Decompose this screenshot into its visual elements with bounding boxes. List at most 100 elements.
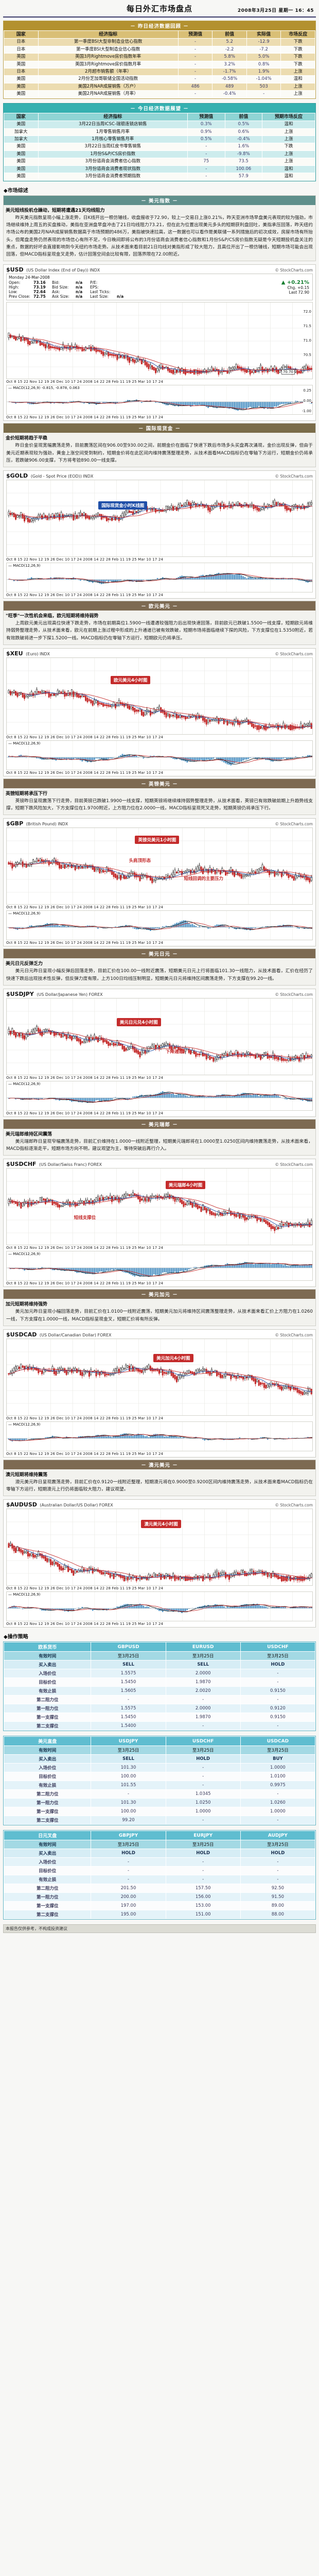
cell-country: 美国 — [4, 173, 39, 181]
strategy-cell: - — [240, 1669, 316, 1679]
quote-field: Last Ticks: — [90, 290, 111, 295]
cell-value: -0.4% — [212, 90, 247, 98]
strategy-row-label: 有效止损 — [3, 1875, 92, 1885]
macd-label: — MACD(12,26,9) — [8, 1081, 41, 1086]
chart-description: (US Dollar/Japanese Yen) FOREX — [35, 992, 103, 997]
strategy-row: 第一支撑位 1.5450 1.9870 0.9150 — [3, 1713, 316, 1722]
strategy-cell: - — [91, 1866, 166, 1876]
macd-label: — MACD(12,26,9) — [8, 741, 41, 745]
quote-field: P/E: — [90, 280, 98, 285]
cell-value: -9.8% — [224, 150, 263, 159]
cell-value: 100.06 — [224, 165, 263, 174]
strategy-table: 美元直盘 USDJPY USDCHF USDCAD 有效时间 至3月25日 至3月25日 至3… — [3, 1736, 316, 1825]
chart-header: $AUDUSD (Australian Dollar/US Dollar) FO… — [4, 1500, 315, 1509]
quote-field: EPS: — [90, 285, 99, 290]
strategy-cell: 1.5575 — [91, 1704, 166, 1714]
analysis-block: － 欧元美元 － "旺季"一次性机会来临，欧元短期将维持弱势 上周欧元美元出现高位快… — [3, 601, 316, 645]
strategy-cell: 1.0260 — [240, 1798, 316, 1808]
x-axis-labels: Oct 8 15 22 Nov 12 19 26 Dec 10 17 24 20… — [6, 1111, 164, 1115]
cell-value: 下跌 — [280, 45, 315, 54]
cell-value: -12.9 — [246, 38, 281, 46]
analysis-block: － 国际现货金 － 金价短期将趋于平稳 昨日金价呈现宽幅震荡走势，目前震荡区间在90… — [3, 423, 316, 468]
strategy-row-label: 第二支撑位 — [3, 1816, 92, 1825]
strategy-row-label: 有效止损 — [3, 1686, 92, 1696]
strategy-row: 买入卖出 SELL HOLD BUY — [3, 1754, 316, 1764]
macd-plot-area: — MACD(12,26,9) — [6, 1080, 313, 1111]
strategy-cell: 0.9150 — [240, 1713, 316, 1722]
quote-field — [117, 285, 131, 290]
chart-description: (US Dollar Index (End of Day)) INDX — [25, 268, 100, 273]
strategy-cell: 至3月25日 — [240, 1745, 316, 1755]
review-table-wrap: － 昨日经济数据回顾 － 国家 经济指标 预测值 前值 实际值 市场反应 日本 第一季度BSI… — [3, 21, 316, 99]
cell-indicator: 1月核心零售销售月率 — [38, 135, 188, 144]
strategy-row: 入场价位 1.5575 2.0000- — [3, 1669, 316, 1679]
analysis-body: 昨日金价呈现宽幅震荡走势，目前震荡区间在906.00至930.00之间，前期金价… — [6, 443, 313, 463]
analysis-subtitle: 加元短期将维持强势 — [6, 1302, 48, 1308]
price-chart: $GBP (British Pound) INDX © StockCharts.c… — [3, 818, 316, 947]
price-chart: $USDJPY (US Dollar/Japanese Yen) FOREX © … — [3, 988, 316, 1117]
cell-value: 下跌 — [280, 53, 315, 61]
cell-value: 3.2% — [212, 60, 247, 69]
report-header: 每日外汇市场盘点 2008年3月25日 星期一 16：45 — [3, 0, 316, 16]
strategy-cell: - — [165, 1721, 241, 1731]
chart-watermark: © StockCharts.com — [275, 474, 313, 479]
price-plot-area: 英镑兑美元1小时图 头肩顶形态 短线回调的主要压力 — [6, 827, 313, 905]
chart-annotation: 头肩顶形态 — [129, 858, 151, 863]
chart-annotation: 下降通道 — [165, 1049, 183, 1055]
strategy-cell: 1.5575 — [91, 1669, 166, 1679]
cell-value: -1.7% — [212, 67, 247, 76]
strategy-cell: - — [91, 1789, 166, 1799]
strategy-group-title: 日元叉盘 — [3, 1831, 92, 1841]
x-axis-labels: Oct 8 15 22 Nov 12 19 26 Dec 10 17 24 20… — [6, 415, 164, 420]
strategy-cell: - — [165, 1866, 241, 1876]
disclaimer: 本报告仅供参考，不构成投资建议 — [3, 1924, 316, 1934]
analysis-body: 昨天美元指数呈现小幅上涨走势，日K线开出一根仿锤线，收盘报收于72.90，较上一… — [6, 215, 313, 258]
x-axis-labels: Oct 8 15 22 Nov 12 19 26 Dec 10 17 24 20… — [6, 557, 164, 562]
cell-value: - — [178, 75, 213, 83]
cell-value: 温和 — [280, 75, 315, 83]
cell-country: 加拿大 — [4, 135, 39, 144]
strategy-cell: 201.50 — [91, 1884, 166, 1893]
strategy-row-label: 第一阻力位 — [3, 1892, 92, 1902]
analysis-sections: － 美元指数 － 美元短线投机仓躁动，短期将遭遇21天均线阻力 昨天美元指数呈现小幅… — [3, 195, 316, 1628]
x-axis-labels: Oct 8 15 22 Nov 12 19 26 Dec 10 17 24 20… — [6, 380, 164, 384]
strategy-cell: - — [91, 1695, 166, 1705]
macd-axis-tick: -1.00 — [302, 409, 311, 414]
macd-plot-area: — MACD(12,26,9) — [6, 1251, 313, 1281]
strategy-row: 目标价位 100.00-1.0100 — [3, 1772, 316, 1782]
cell-value: 0.9% — [187, 128, 225, 136]
table-row: 日本 2月超市销售额（年率） - -1.7% 1.9% 上涨 — [4, 67, 315, 76]
strategy-cell: 101.30 — [91, 1763, 166, 1773]
column-header: 国家 — [4, 112, 39, 122]
strategy-cell: 1.0000 — [240, 1807, 316, 1817]
macd-label: — MACD(12,26,9) — [8, 911, 41, 916]
table-row: 英国 英国3月Rightmove房价指数年率 -5.8% 5.0% 下跌 — [4, 53, 315, 61]
strategy-cell: 1.0100 — [240, 1772, 316, 1782]
column-header: 预测值 — [178, 30, 213, 39]
strategy-cell: 至3月25日 — [240, 1651, 316, 1661]
chart-header: $GOLD (Gold - Spot Price (EOD)) INDX © St… — [4, 471, 315, 480]
cell-country: 加拿大 — [4, 128, 39, 136]
table-row: 美国 3月份谘商会消费者预期指数 -57.9 温和 — [4, 173, 315, 181]
column-header: 经济指标 — [38, 30, 179, 39]
cell-value: 上涨 — [280, 90, 315, 98]
column-header: 预测值 — [187, 112, 225, 122]
page-title: 每日外汇市场盘点 — [126, 4, 192, 13]
strategy-row-label: 入场价位 — [3, 1669, 92, 1679]
strategy-cell: HOLD — [240, 1660, 316, 1670]
header-divider — [3, 16, 316, 18]
cell-value: 上涨 — [280, 67, 315, 76]
strategy-row: 第一阻力位 1.5575 2.0000 0.9120 — [3, 1704, 316, 1714]
strategy-cell: 至3月25日 — [91, 1745, 166, 1755]
cell-value: 温和 — [262, 165, 315, 174]
strategy-row: 有效时间 至3月25日 至3月25日 至3月25日 — [3, 1745, 316, 1755]
macd-plot-area: — MACD(12,26,9) — [6, 563, 313, 593]
strategy-row-label: 有效时间 — [3, 1651, 92, 1661]
strategy-row-label: 第二支撑位 — [3, 1910, 92, 1920]
strategy-cell: - — [240, 1677, 316, 1687]
chart-watermark: © StockCharts.com — [275, 822, 313, 827]
quote-field: Bid: — [52, 280, 60, 285]
quote-field: n/a — [76, 285, 83, 290]
cell-indicator: 3月份谘商会消费者现状指数 — [38, 165, 188, 174]
strategy-cell: - — [91, 1875, 166, 1885]
